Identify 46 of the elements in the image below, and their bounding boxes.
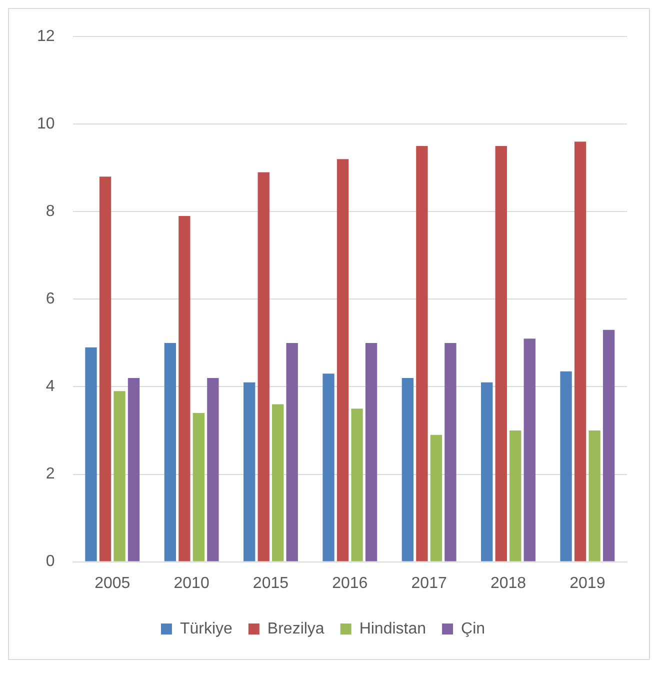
bar [322,374,334,562]
bar [192,412,205,562]
x-tick-label: 2005 [94,574,130,592]
y-tick-label: 2 [46,466,55,483]
legend-label: Türkiye [180,620,233,638]
y-tick-label: 4 [46,378,55,396]
bar [402,378,414,562]
bar [574,142,586,562]
x-tick-label: 2015 [252,574,289,592]
bar [365,342,378,562]
bar [178,216,190,562]
bar [510,430,522,562]
bar [128,378,140,562]
y-tick-label: 6 [46,290,55,308]
bar [602,330,615,562]
legend-label: Çin [461,620,486,638]
bar [588,430,600,562]
bar [495,146,507,562]
bar [272,404,284,562]
bar [207,378,219,562]
bar [481,382,493,562]
y-tick-label: 10 [37,116,55,133]
bar [99,176,112,562]
y-tick-label: 8 [46,203,55,220]
legend-label: Brezilya [267,620,324,638]
x-tick-label: 2019 [570,574,606,592]
x-tick-label: 2010 [174,574,210,592]
bar [244,382,256,562]
bar [430,434,442,562]
bar [164,342,176,562]
bar [258,172,270,562]
bar [114,391,126,562]
bar [336,159,349,562]
y-tick-label: 0 [46,553,55,570]
bar [416,146,428,562]
bar [286,342,298,562]
legend-label: Hindistan [359,620,426,638]
x-tick-label: 2016 [332,574,368,592]
x-tick-label: 2018 [490,574,526,592]
bar [524,338,536,562]
y-tick-label: 12 [37,28,55,46]
bar [444,342,456,562]
x-tick-label: 2017 [411,574,447,592]
bar [560,371,572,562]
bar [85,347,97,562]
bar [351,408,363,562]
